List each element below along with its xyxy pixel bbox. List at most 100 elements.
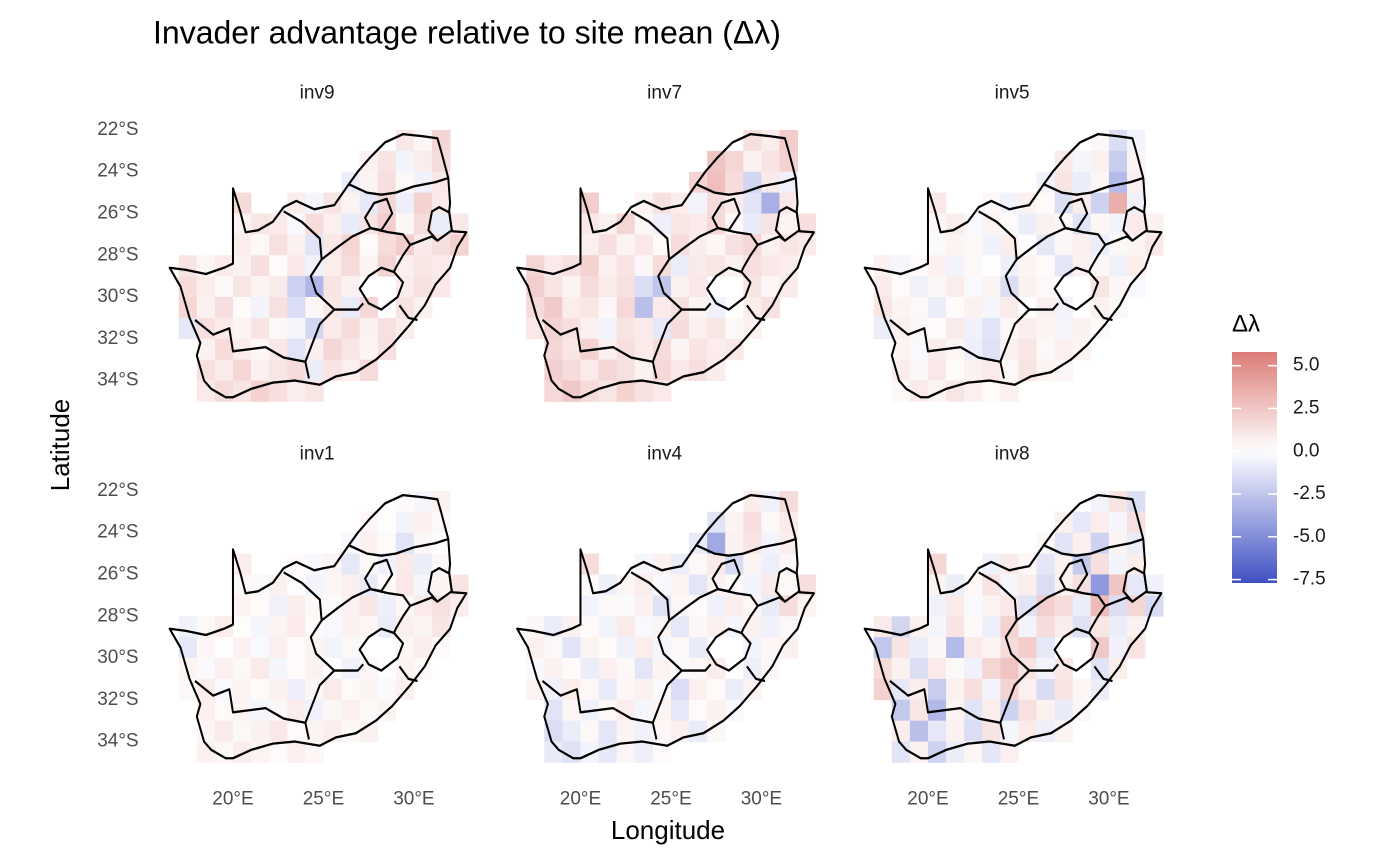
cell [305,699,324,722]
cell [413,595,433,617]
cell [580,359,599,381]
cell [652,317,672,340]
cell [580,637,599,659]
cell [377,317,397,340]
cell [1090,129,1110,152]
cell [232,553,252,575]
cell [761,595,780,617]
cell [431,129,451,152]
cell [413,511,433,534]
cell [670,276,690,298]
cell [652,574,672,596]
cell [909,637,929,659]
cell [743,213,762,235]
cell [251,317,270,340]
cell [359,699,379,722]
cell [1036,255,1056,277]
cell [946,658,965,680]
cell [779,255,798,277]
cell [377,511,397,534]
cell [1054,678,1074,701]
cell [287,338,306,361]
cell [305,359,324,381]
cell [251,574,270,596]
cell [1018,553,1037,575]
x-tick-label: 25°E [650,789,691,810]
cell [891,658,911,680]
cell [544,276,563,298]
cell [323,574,342,596]
cell [616,317,636,340]
cell [946,637,965,659]
cell [323,338,342,361]
cell [634,699,654,722]
cell [359,317,379,340]
cell [616,359,636,381]
cell [323,595,342,617]
cell [544,338,563,361]
legend-label: -7.5 [1293,569,1326,590]
cell [927,595,947,617]
cell [287,192,306,214]
cell [196,297,216,319]
cell [232,359,252,381]
cell [725,171,744,193]
cell [598,276,618,298]
cell [562,317,581,340]
cell [743,150,762,173]
cell [580,297,599,319]
cell [196,359,216,381]
cell [214,699,234,722]
cell [1036,720,1056,742]
cell [431,532,451,554]
cell [323,213,342,235]
cell [670,213,690,235]
cell [413,637,433,659]
cell [287,255,306,277]
cell [652,678,672,701]
cell [670,637,690,659]
cell [927,317,947,340]
cell [562,338,581,361]
cell [269,234,288,256]
cell [1054,255,1074,277]
cell [580,553,599,575]
cell [761,276,780,298]
cell [982,213,1001,235]
cell [232,616,252,638]
y-tick-label: 24°S [97,161,138,182]
cell [598,574,618,596]
cell [616,616,636,638]
cell [670,574,690,596]
facet-label: inv5 [995,83,1030,104]
cell [982,276,1001,298]
cell [743,595,762,617]
cell [526,255,545,277]
cell [232,192,252,214]
cell [743,616,762,638]
cell [652,658,672,680]
cell [670,678,690,701]
cell [1018,595,1037,617]
cell [670,338,690,361]
cell [873,637,893,659]
cell [1145,574,1164,596]
cell [927,297,947,319]
cell [341,574,361,596]
cell [616,678,636,701]
cell [1126,213,1146,235]
facet-label: inv9 [300,83,335,104]
cell [982,574,1001,596]
cell [707,553,726,575]
cell [232,255,252,277]
cell [1090,234,1110,256]
cell [562,678,581,701]
cell [964,234,983,256]
cell [1036,699,1056,722]
cell [341,616,361,638]
cell [634,574,654,596]
cell [761,192,780,214]
cell [1126,532,1146,554]
cell [196,741,216,763]
